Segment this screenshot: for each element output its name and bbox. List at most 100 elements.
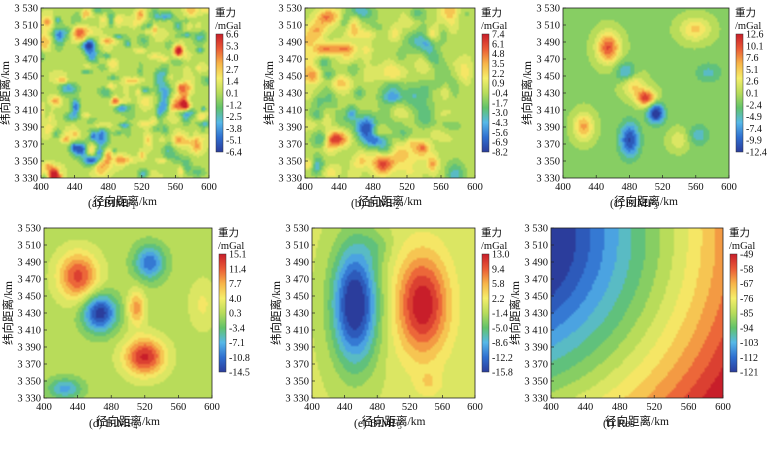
y-tick-label: 3 510: [524, 241, 548, 252]
colorbar-tick-label: -3.4: [229, 323, 245, 334]
colorbar-unit: /mGal: [481, 21, 507, 32]
y-tick-label: 3 410: [17, 326, 41, 337]
colorbar-tick-label: -4.3: [492, 118, 508, 129]
colorbar-unit: /mGal: [481, 241, 507, 252]
x-tick-label: 440: [70, 402, 86, 413]
panel-caption-e: (e) BIMF5: [354, 418, 402, 431]
y-tick-label: 3 490: [285, 258, 309, 269]
y-tick-label: 3 470: [536, 55, 560, 66]
y-tick-label: 3 330: [524, 394, 548, 405]
x-axis-label: 径向距离/km: [605, 414, 669, 428]
colorbar-tick-label: -8.2: [492, 148, 508, 159]
y-tick-label: 3 450: [524, 292, 548, 303]
colorbar-tick-label: -5.0: [492, 323, 508, 334]
y-tick-label: 3 410: [285, 326, 309, 337]
colorbar-tick-label: -58: [740, 264, 753, 275]
y-tick-label: 3 430: [14, 89, 38, 100]
colorbar-tick-label: 3.5: [492, 59, 505, 70]
y-axis-label: 纬向距离/km: [0, 61, 12, 125]
y-tick-label: 3 330: [14, 174, 38, 185]
colorbar-tick-label: 7.4: [492, 30, 505, 41]
y-tick-label: 3 370: [17, 360, 41, 371]
colorbar-unit: /mGal: [729, 241, 755, 252]
y-tick-label: 3 330: [536, 174, 560, 185]
y-tick-label: 3 530: [536, 4, 560, 15]
colorbar-unit: /mGal: [218, 241, 244, 252]
colorbar-b: [481, 33, 490, 153]
colorbar-tick-label: 5.1: [746, 65, 759, 76]
y-tick-label: 3 450: [17, 292, 41, 303]
heatmap-b: [305, 8, 475, 178]
colorbar-tick-label: -76: [740, 294, 753, 305]
colorbar-tick-label: -1.4: [492, 309, 508, 320]
y-tick-label: 3 450: [285, 292, 309, 303]
caption-text: (c) BIMF: [610, 198, 654, 210]
x-tick-label: 600: [467, 182, 483, 193]
x-tick-label: 400: [555, 182, 571, 193]
colorbar-tick-label: 6.1: [492, 39, 505, 50]
colorbar-a: [215, 33, 224, 153]
x-tick-label: 480: [622, 182, 638, 193]
colorbar-title: 重力: [481, 226, 502, 239]
y-tick-label: 3 510: [17, 241, 41, 252]
y-tick-label: 3 470: [285, 275, 309, 286]
y-tick-label: 3 490: [536, 38, 560, 49]
caption-text: (e) BIMF: [354, 418, 398, 430]
colorbar-tick-label: -9.9: [746, 136, 762, 147]
colorbar-tick-label: -67: [740, 279, 753, 290]
y-tick-label: 3 510: [536, 21, 560, 32]
colorbar-tick-label: -0.4: [492, 89, 508, 100]
y-tick-label: 3 350: [14, 157, 38, 168]
colorbar-tick-label: 12.6: [746, 30, 764, 41]
y-tick-label: 3 390: [524, 343, 548, 354]
colorbar-title: 重力: [215, 6, 236, 19]
y-tick-label: 3 330: [17, 394, 41, 405]
colorbar-tick-label: -3.0: [492, 108, 508, 119]
x-tick-label: 400: [33, 182, 49, 193]
x-tick-label: 440: [331, 182, 347, 193]
colorbar-tick-label: 15.1: [229, 250, 247, 261]
x-tick-label: 560: [433, 182, 449, 193]
colorbar-tick-label: 0.1: [746, 89, 759, 100]
x-tick-label: 560: [435, 402, 451, 413]
x-tick-label: 600: [201, 182, 217, 193]
colorbar-tick-label: -1.2: [226, 100, 242, 111]
colorbar-tick-label: 6.6: [226, 30, 239, 41]
colorbar-tick-label: 7.6: [746, 53, 759, 64]
colorbar-tick-label: -4.9: [746, 112, 762, 123]
heatmap-f: [551, 228, 723, 398]
x-axis-label: 径向距离/km: [358, 194, 422, 208]
y-tick-label: 3 430: [524, 309, 548, 320]
x-tick-label: 600: [721, 182, 737, 193]
colorbar-tick-label: 10.1: [746, 41, 764, 52]
y-tick-label: 3 490: [524, 258, 548, 269]
y-tick-label: 3 390: [285, 343, 309, 354]
caption-subscript: 4: [133, 422, 138, 431]
y-tick-label: 3 330: [285, 394, 309, 405]
y-tick-label: 3 390: [17, 343, 41, 354]
x-tick-label: 600: [204, 402, 220, 413]
x-tick-label: 480: [100, 182, 116, 193]
caption-subscript: 3: [653, 202, 658, 211]
colorbar-tick-label: 2.7: [226, 65, 239, 76]
x-tick-label: 520: [399, 182, 415, 193]
y-axis-label: 纬向距离/km: [508, 281, 522, 345]
colorbar-tick-label: 2.2: [492, 69, 505, 80]
y-tick-label: 3 430: [536, 89, 560, 100]
x-tick-label: 560: [688, 182, 704, 193]
colorbar-title: 重力: [481, 6, 502, 19]
colorbar-e: [481, 253, 490, 373]
y-tick-label: 3 350: [524, 377, 548, 388]
colorbar-tick-label: -6.4: [226, 148, 242, 159]
colorbar-tick-label: -94: [740, 323, 753, 334]
y-tick-label: 3 390: [536, 123, 560, 134]
caption-text: (f) Res: [603, 418, 635, 430]
colorbar-tick-label: 4.0: [226, 53, 239, 64]
colorbar-tick-label: 4.8: [492, 49, 505, 60]
y-tick-label: 3 470: [278, 55, 302, 66]
y-tick-label: 3 430: [285, 309, 309, 320]
y-tick-label: 3 530: [17, 224, 41, 235]
